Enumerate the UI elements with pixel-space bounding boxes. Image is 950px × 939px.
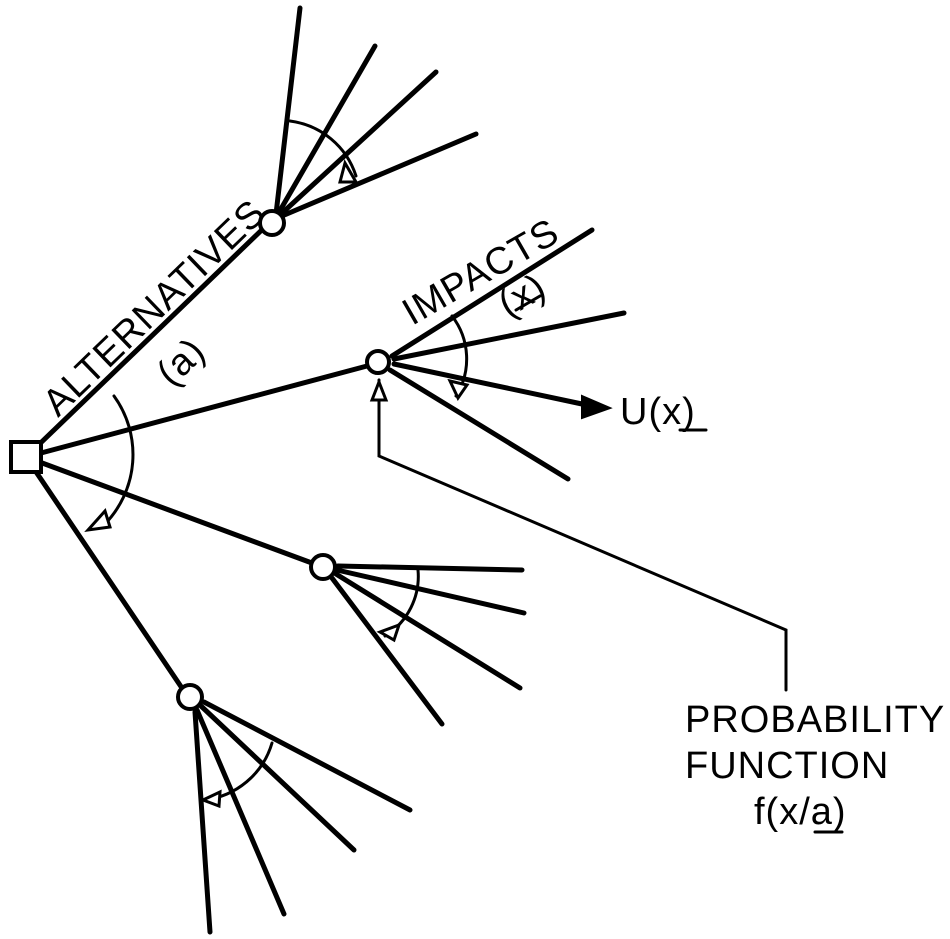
probability-label-line1: PROBABILITY: [685, 699, 945, 741]
impacts-fan-3: [329, 563, 527, 727]
chance-node-3: [309, 553, 337, 581]
alternatives-arc-arrowhead: [84, 508, 112, 533]
alternative-variable-label: (a): [149, 330, 214, 395]
impacts-fan-2: [387, 227, 627, 482]
decision-node: [9, 440, 43, 474]
branch-alternative-1: [23, 219, 273, 460]
branch-alternative-4: [23, 454, 189, 697]
alternatives-label: ALTERNATIVES: [35, 192, 274, 425]
impact-vector-underline: [514, 294, 542, 312]
impacts-label: IMPACTS: [396, 211, 567, 334]
impacts-fan-1: [273, 5, 479, 219]
branch-alternative-2: [23, 363, 370, 460]
chance-node-1: [258, 209, 286, 237]
alternatives-arc: [102, 394, 135, 527]
probability-label-line2: FUNCTION: [685, 745, 889, 787]
probability-leader: [369, 377, 788, 692]
branch-alternative-3: [23, 454, 323, 569]
chance-node-4: [176, 683, 204, 711]
chance-node-2: [365, 349, 391, 375]
impacts-fan-4: [192, 699, 413, 935]
probability-formula-label: f(x/a): [754, 791, 847, 833]
utility-label: U(x): [620, 391, 696, 433]
